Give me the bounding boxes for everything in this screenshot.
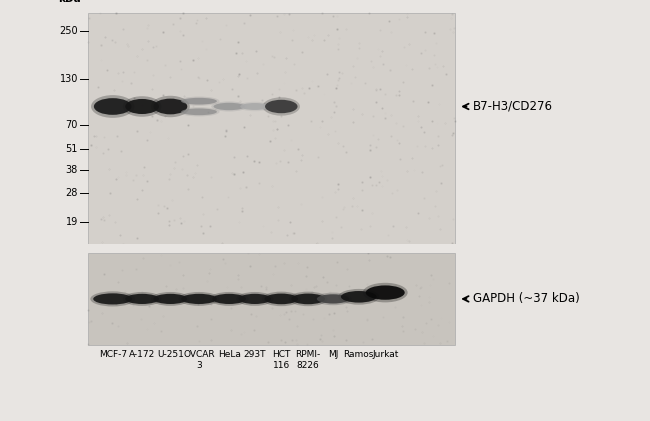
Text: 130: 130 (60, 74, 78, 84)
Ellipse shape (315, 293, 352, 305)
Text: 38: 38 (66, 165, 78, 175)
Text: 70: 70 (66, 120, 78, 130)
Ellipse shape (179, 96, 220, 106)
Ellipse shape (125, 99, 159, 114)
Ellipse shape (262, 292, 301, 306)
Ellipse shape (151, 292, 190, 306)
Ellipse shape (211, 101, 247, 112)
Ellipse shape (153, 99, 187, 115)
Ellipse shape (151, 96, 190, 117)
Text: B7-H3/CD276: B7-H3/CD276 (473, 100, 552, 113)
Ellipse shape (291, 293, 325, 304)
Text: Jurkat: Jurkat (372, 350, 398, 359)
Ellipse shape (289, 292, 328, 306)
Ellipse shape (210, 292, 248, 306)
Text: RPMI-
8226: RPMI- 8226 (296, 350, 320, 370)
Bar (88, 253, 455, 345)
Bar (88, 13, 455, 244)
Text: 250: 250 (59, 26, 78, 36)
Ellipse shape (91, 95, 135, 118)
Ellipse shape (179, 107, 220, 117)
Text: 293T: 293T (244, 350, 266, 359)
Text: HCT
116: HCT 116 (272, 350, 291, 370)
Text: 19: 19 (66, 216, 78, 226)
Text: U-251: U-251 (157, 350, 184, 359)
Ellipse shape (236, 292, 274, 306)
Ellipse shape (123, 292, 162, 306)
Text: 28: 28 (66, 188, 78, 198)
Text: HeLa: HeLa (218, 350, 240, 359)
Ellipse shape (94, 98, 131, 115)
Ellipse shape (213, 294, 246, 304)
Ellipse shape (240, 103, 270, 110)
Text: MCF-7: MCF-7 (99, 350, 127, 359)
Text: A-172: A-172 (129, 350, 155, 359)
Ellipse shape (93, 293, 132, 304)
Text: OVCAR
3: OVCAR 3 (183, 350, 215, 370)
Ellipse shape (125, 294, 159, 304)
Ellipse shape (366, 285, 405, 300)
Ellipse shape (181, 98, 217, 104)
Ellipse shape (181, 109, 217, 115)
Ellipse shape (153, 294, 187, 304)
Text: 51: 51 (66, 144, 78, 154)
Ellipse shape (238, 102, 272, 111)
Ellipse shape (341, 291, 376, 303)
Ellipse shape (363, 283, 408, 302)
Ellipse shape (338, 289, 380, 305)
Text: GAPDH (~37 kDa): GAPDH (~37 kDa) (473, 293, 579, 305)
Ellipse shape (265, 293, 298, 304)
Ellipse shape (214, 103, 245, 110)
Ellipse shape (239, 294, 271, 304)
Ellipse shape (317, 294, 349, 304)
Ellipse shape (181, 294, 217, 304)
Text: Ramos: Ramos (344, 350, 374, 359)
Ellipse shape (263, 97, 300, 116)
Ellipse shape (179, 292, 220, 306)
Ellipse shape (90, 291, 135, 306)
Text: kDa: kDa (58, 0, 81, 4)
Bar (81, 244, 462, 253)
Text: MJ: MJ (328, 350, 338, 359)
Ellipse shape (123, 96, 162, 117)
Ellipse shape (265, 100, 298, 113)
